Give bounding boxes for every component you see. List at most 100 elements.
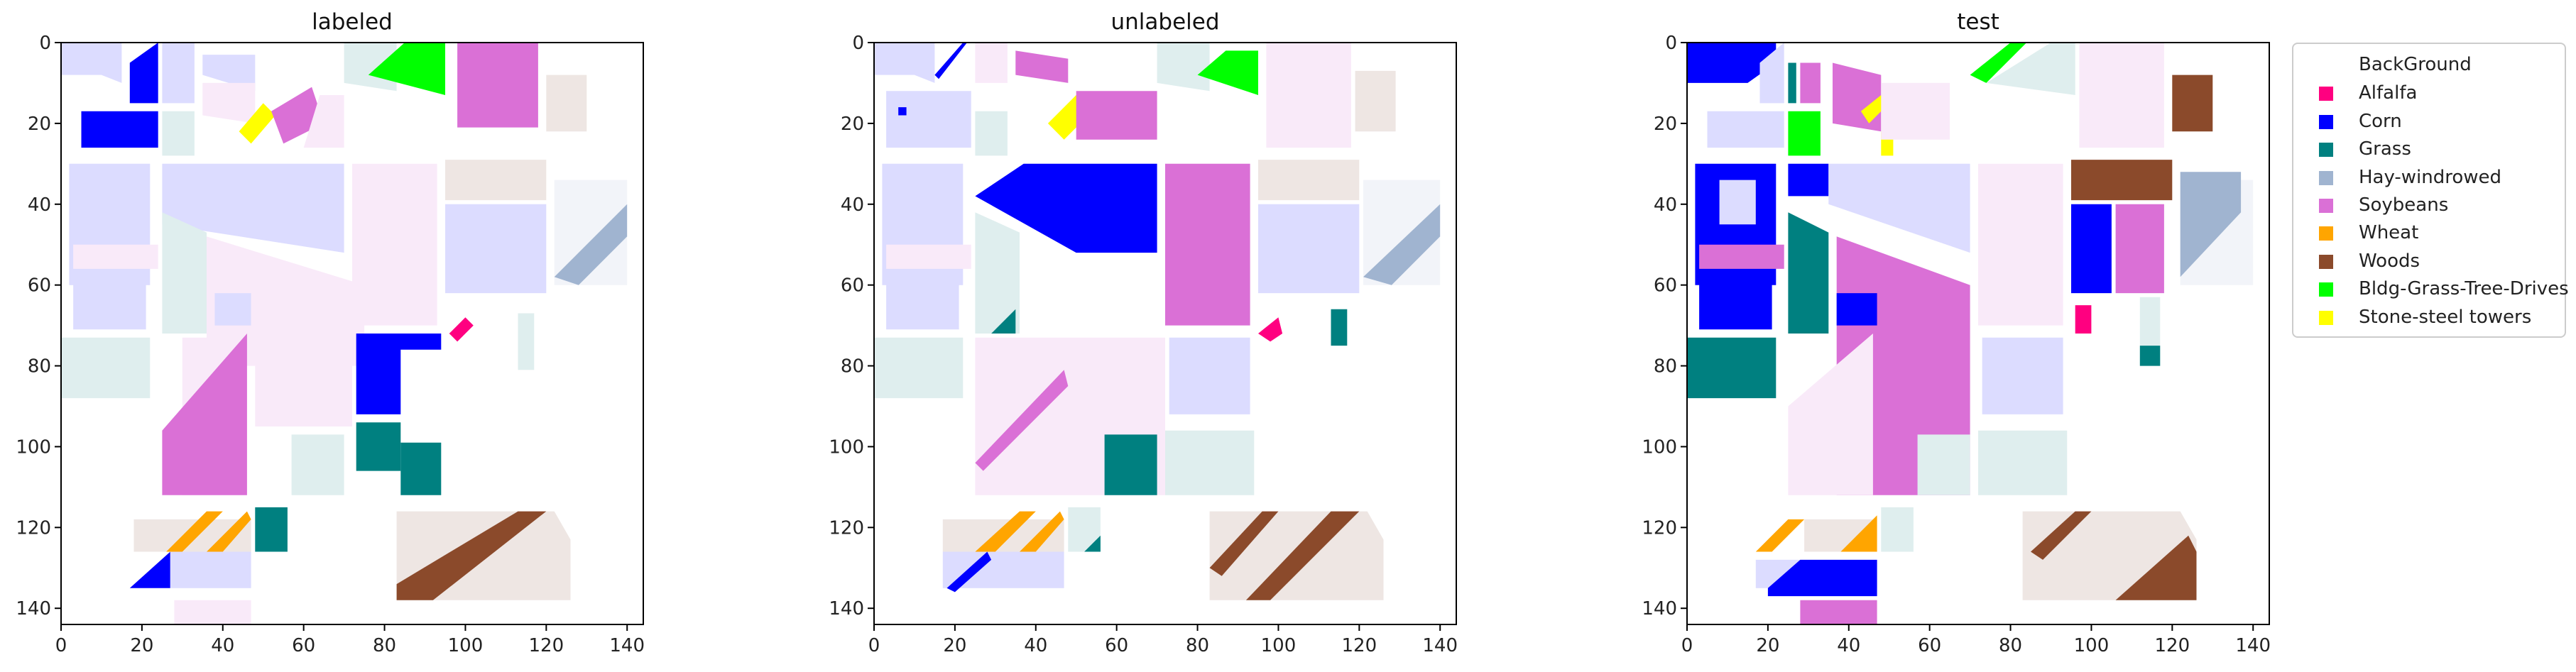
class-region <box>2172 75 2213 132</box>
class-region <box>1755 519 1805 552</box>
class-region <box>162 163 344 253</box>
legend-label: Wheat <box>2359 222 2419 243</box>
class-region <box>1970 43 2027 83</box>
x-tick-label: 60 <box>1918 635 1941 656</box>
class-region <box>1076 91 1157 140</box>
class-region <box>1331 309 1348 346</box>
x-tick-label: 120 <box>1342 635 1377 656</box>
y-tick-label: 140 <box>16 598 51 619</box>
class-region <box>457 43 538 128</box>
class-region <box>1169 337 1250 414</box>
y-tick-label: 120 <box>1642 517 1677 539</box>
class-region <box>73 281 146 330</box>
class-region <box>449 317 474 342</box>
regions <box>61 43 628 624</box>
legend-item: BackGround <box>2293 50 2565 78</box>
class-region <box>162 43 195 104</box>
x-tick-label: 100 <box>448 635 484 656</box>
class-region <box>898 107 907 116</box>
class-region <box>874 43 935 83</box>
class-region <box>1104 434 1157 495</box>
legend-label: Woods <box>2359 250 2421 272</box>
class-region <box>162 111 195 156</box>
x-tick-label: 140 <box>609 635 645 656</box>
class-region <box>1788 212 1829 334</box>
y-tick-label: 80 <box>1654 356 1677 378</box>
class-region <box>207 511 251 552</box>
class-region <box>975 370 1069 471</box>
y-tick-label: 140 <box>829 598 864 619</box>
y-tick-label: 40 <box>1654 194 1677 216</box>
class-region <box>1165 430 1255 495</box>
class-region <box>554 204 628 285</box>
x-tick-label: 100 <box>2074 635 2110 656</box>
class-region <box>255 334 352 426</box>
x-tick-label: 140 <box>2235 635 2271 656</box>
class-region <box>202 82 256 123</box>
axes-frame <box>1686 42 2270 625</box>
x-tick-label: 100 <box>1261 635 1297 656</box>
x-tick-label: 120 <box>529 635 564 656</box>
class-region <box>170 551 251 588</box>
class-region <box>352 163 437 326</box>
axes-frame <box>60 42 644 625</box>
x-tick-label: 40 <box>1837 635 1860 656</box>
panel-title: unlabeled <box>1110 9 1219 35</box>
class-region <box>1699 244 1784 269</box>
legend-label: Hay-windrowed <box>2359 167 2502 188</box>
y-tick-label: 140 <box>1642 598 1677 619</box>
class-region <box>239 103 275 144</box>
class-region <box>445 160 547 201</box>
x-tick-label: 20 <box>130 635 153 656</box>
legend-item: Hay-windrowed <box>2293 163 2565 191</box>
class-region <box>1068 507 1101 552</box>
class-region <box>975 43 1008 83</box>
legend-swatch <box>2319 87 2333 101</box>
y-tick-label: 120 <box>829 517 864 539</box>
class-region <box>400 442 442 495</box>
class-region <box>1978 430 2068 495</box>
x-tick-label: 60 <box>292 635 315 656</box>
class-region <box>1699 281 1772 330</box>
class-region <box>1020 511 1064 552</box>
class-region <box>934 43 967 79</box>
class-region <box>2031 511 2092 560</box>
class-region <box>975 163 1157 253</box>
legend-item: Wheat <box>2293 218 2565 246</box>
x-tick-label: 80 <box>1999 635 2022 656</box>
x-tick-label: 20 <box>943 635 966 656</box>
class-region <box>81 111 158 148</box>
class-region <box>1788 111 1821 156</box>
class-region <box>1788 163 1829 197</box>
legend-swatch <box>2319 58 2333 72</box>
legend-label: Bldg-Grass-Tree-Drives <box>2359 278 2569 299</box>
legend-swatch <box>2319 115 2333 129</box>
x-tick-label: 60 <box>1105 635 1128 656</box>
x-tick-label: 40 <box>1024 635 1047 656</box>
legend-swatch <box>2319 282 2333 297</box>
class-region <box>1800 600 1877 624</box>
panel-title: test <box>1957 9 1999 35</box>
class-region <box>1982 337 2063 414</box>
legend-item: Bldg-Grass-Tree-Drives <box>2293 274 2569 302</box>
class-region <box>2075 305 2092 334</box>
class-region <box>445 204 547 294</box>
class-region <box>1157 43 1210 92</box>
class-region <box>2139 297 2161 346</box>
y-tick-label: 0 <box>852 33 864 54</box>
y-tick-label: 40 <box>28 194 51 216</box>
class-region <box>874 337 964 399</box>
panel-title: labeled <box>312 9 393 35</box>
y-tick-label: 80 <box>841 356 864 378</box>
class-region <box>1245 511 1360 600</box>
class-region <box>1800 62 1821 104</box>
class-region <box>1258 160 1360 201</box>
class-region <box>129 551 170 588</box>
legend-item: Woods <box>2293 246 2565 275</box>
class-region <box>975 111 1008 156</box>
x-tick-label: 40 <box>211 635 234 656</box>
